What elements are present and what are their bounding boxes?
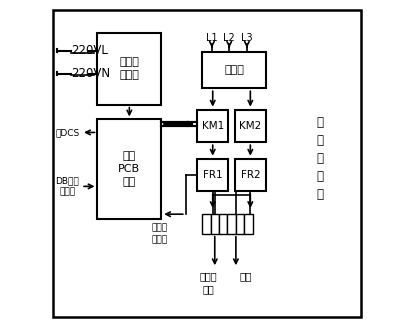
Text: 220VL: 220VL — [71, 44, 108, 57]
Text: DB口接
前面板: DB口接 前面板 — [55, 176, 79, 197]
Text: 继电
PCB
模块: 继电 PCB 模块 — [118, 151, 140, 187]
Bar — [202, 214, 210, 234]
Bar — [97, 33, 161, 105]
Bar — [197, 159, 228, 191]
Bar — [235, 214, 244, 234]
Bar — [234, 110, 265, 142]
Bar — [202, 52, 265, 88]
Text: L1: L1 — [206, 33, 217, 43]
Text: FR1: FR1 — [202, 170, 222, 180]
Text: FR2: FR2 — [240, 170, 259, 180]
Text: 220VN: 220VN — [71, 67, 110, 80]
Bar — [97, 119, 161, 219]
Bar — [218, 214, 227, 234]
Text: 开关电
源模块: 开关电 源模块 — [119, 57, 139, 80]
Text: KM1: KM1 — [201, 121, 223, 131]
Bar — [244, 214, 252, 234]
Bar — [210, 214, 218, 234]
Bar — [227, 214, 235, 234]
Text: 电源总
进线: 电源总 进线 — [199, 272, 216, 294]
Text: L2: L2 — [223, 33, 235, 43]
Bar — [234, 159, 265, 191]
Bar — [197, 110, 228, 142]
Text: 电机: 电机 — [239, 271, 252, 281]
Bar — [185, 33, 330, 284]
Text: 断路器: 断路器 — [223, 65, 243, 75]
Text: 主
回
路
模
块: 主 回 路 模 块 — [316, 116, 323, 201]
Text: KM2: KM2 — [239, 121, 261, 131]
Text: 接DCS: 接DCS — [56, 128, 80, 137]
Text: 接现场
传感器: 接现场 传感器 — [151, 224, 167, 244]
Text: L3: L3 — [240, 33, 252, 43]
